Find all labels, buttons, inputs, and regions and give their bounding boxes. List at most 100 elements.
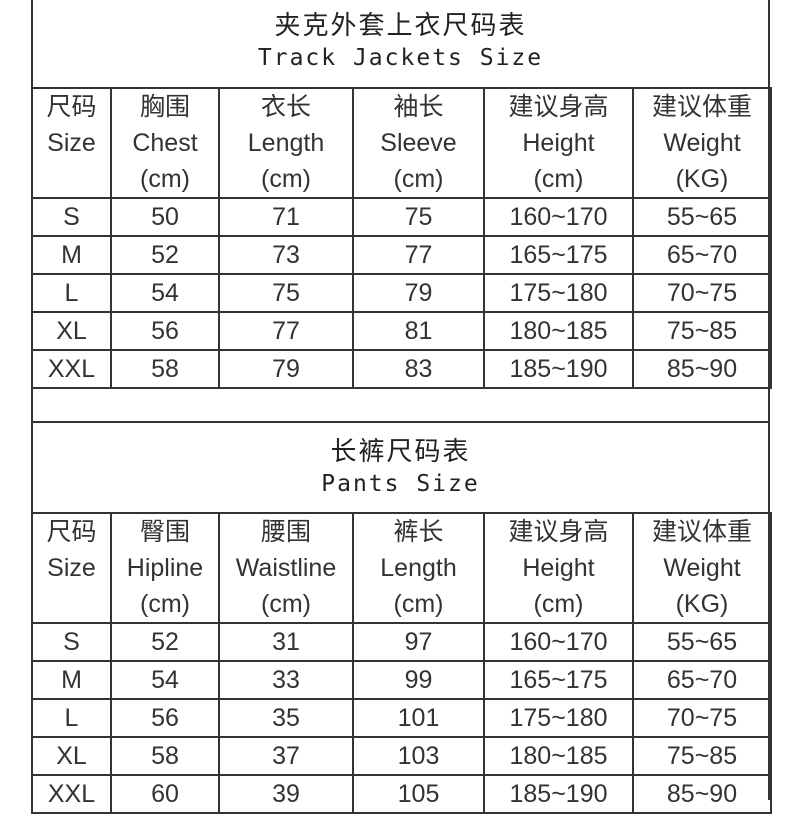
header-row: 尺码 Size 臀围 Hipline (cm) 腰围 Waistline (cm) 裤长 Leng… xyxy=(31,512,772,624)
table-cell: 31 xyxy=(218,622,354,662)
pants-title-en: Pants Size xyxy=(321,471,480,497)
column-header: 裤长 Length (cm) xyxy=(352,512,485,624)
header-zh: 建议体重 xyxy=(651,518,752,546)
page-frame xyxy=(31,0,770,800)
header-zh: 臀围 xyxy=(139,518,190,546)
header-en: Hipline xyxy=(126,554,204,582)
header-en: Weight xyxy=(663,129,741,157)
header-en: Size xyxy=(47,129,96,157)
header-unit: (cm) xyxy=(261,165,311,193)
table-cell: 37 xyxy=(218,736,354,776)
header-unit: (cm) xyxy=(140,165,190,193)
table-cell: 50 xyxy=(110,197,220,237)
header-unit: (cm) xyxy=(140,590,190,618)
column-header: 腰围 Waistline (cm) xyxy=(218,512,354,624)
table-cell: XXL xyxy=(31,774,112,814)
header-zh: 尺码 xyxy=(46,518,97,546)
table-row: L 54 75 79 175~180 70~75 xyxy=(31,273,772,313)
table-cell: 175~180 xyxy=(483,273,634,313)
table-cell: 75~85 xyxy=(632,311,772,351)
table-cell: 60 xyxy=(110,774,220,814)
table-cell: 185~190 xyxy=(483,774,634,814)
column-header: 尺码 Size xyxy=(31,87,112,199)
column-header: 建议体重 Weight (KG) xyxy=(632,512,772,624)
table-row: L 56 35 101 175~180 70~75 xyxy=(31,698,772,738)
table-cell: 65~70 xyxy=(632,660,772,700)
header-en: Waistline xyxy=(235,554,337,582)
header-unit: (KG) xyxy=(675,590,729,618)
table-cell: 97 xyxy=(352,622,485,662)
table-row: XXL 58 79 83 185~190 85~90 xyxy=(31,349,772,389)
header-en: Length xyxy=(380,554,457,582)
table-cell: 33 xyxy=(218,660,354,700)
table-row: M 52 73 77 165~175 65~70 xyxy=(31,235,772,275)
table-cell: 54 xyxy=(110,273,220,313)
table-cell: 77 xyxy=(218,311,354,351)
column-header: 衣长 Length (cm) xyxy=(218,87,354,199)
jackets-title-en: Track Jackets Size xyxy=(257,45,544,71)
table-cell: 55~65 xyxy=(632,197,772,237)
header-en: Sleeve xyxy=(380,129,457,157)
table-cell: 56 xyxy=(110,311,220,351)
header-unit: (cm) xyxy=(393,590,444,618)
table-cell: L xyxy=(31,698,112,738)
table-cell: 39 xyxy=(218,774,354,814)
table-cell: 103 xyxy=(352,736,485,776)
column-header: 胸围 Chest (cm) xyxy=(110,87,220,199)
table-cell: 75 xyxy=(218,273,354,313)
table-cell: M xyxy=(31,660,112,700)
header-unit: (cm) xyxy=(533,165,584,193)
header-unit: (cm) xyxy=(533,590,584,618)
column-header: 尺码 Size xyxy=(31,512,112,624)
pants-size-table: 尺码 Size 臀围 Hipline (cm) 腰围 Waistline (cm) 裤长 Leng… xyxy=(31,512,772,814)
table-cell: 75~85 xyxy=(632,736,772,776)
header-en: Length xyxy=(247,129,325,157)
table-cell: M xyxy=(31,235,112,275)
table-cell: 165~175 xyxy=(483,660,634,700)
table-cell: 83 xyxy=(352,349,485,389)
table-cell: 79 xyxy=(218,349,354,389)
column-header: 建议身高 Height (cm) xyxy=(483,512,634,624)
header-en: Height xyxy=(522,129,595,157)
header-zh: 腰围 xyxy=(260,518,311,546)
header-zh: 建议身高 xyxy=(508,93,609,121)
column-header: 建议身高 Height (cm) xyxy=(483,87,634,199)
table-cell: XXL xyxy=(31,349,112,389)
header-zh: 建议身高 xyxy=(508,518,609,546)
table-cell: XL xyxy=(31,311,112,351)
table-cell: L xyxy=(31,273,112,313)
table-cell: 70~75 xyxy=(632,273,772,313)
table-cell: 58 xyxy=(110,736,220,776)
table-row: S 50 71 75 160~170 55~65 xyxy=(31,197,772,237)
column-header: 建议体重 Weight (KG) xyxy=(632,87,772,199)
table-cell: 160~170 xyxy=(483,197,634,237)
section-divider xyxy=(31,421,770,423)
column-header: 臀围 Hipline (cm) xyxy=(110,512,220,624)
header-en: Height xyxy=(522,554,595,582)
table-cell: 75 xyxy=(352,197,485,237)
table-cell: 54 xyxy=(110,660,220,700)
header-unit: (cm) xyxy=(393,165,444,193)
header-en: Size xyxy=(47,554,96,582)
table-cell: 160~170 xyxy=(483,622,634,662)
table-cell: 52 xyxy=(110,235,220,275)
table-cell: 101 xyxy=(352,698,485,738)
table-cell: 58 xyxy=(110,349,220,389)
header-row: 尺码 Size 胸围 Chest (cm) 衣长 Length (cm) 袖长 Sleeve (cm… xyxy=(31,87,772,199)
jackets-size-table: 尺码 Size 胸围 Chest (cm) 衣长 Length (cm) 袖长 Sleeve (cm… xyxy=(31,87,772,389)
column-header: 袖长 Sleeve (cm) xyxy=(352,87,485,199)
table-cell: 185~190 xyxy=(483,349,634,389)
header-unit: (KG) xyxy=(675,165,729,193)
header-unit: (cm) xyxy=(261,590,311,618)
header-zh: 袖长 xyxy=(393,93,444,121)
table-cell: 180~185 xyxy=(483,311,634,351)
table-row: XXL 60 39 105 185~190 85~90 xyxy=(31,774,772,814)
table-cell: 105 xyxy=(352,774,485,814)
pants-title: 长裤尺码表 Pants Size xyxy=(31,434,770,500)
header-en: Weight xyxy=(663,554,741,582)
header-zh: 衣长 xyxy=(260,93,311,121)
table-cell: 77 xyxy=(352,235,485,275)
header-zh: 建议体重 xyxy=(651,93,752,121)
table-cell: S xyxy=(31,197,112,237)
table-cell: 73 xyxy=(218,235,354,275)
